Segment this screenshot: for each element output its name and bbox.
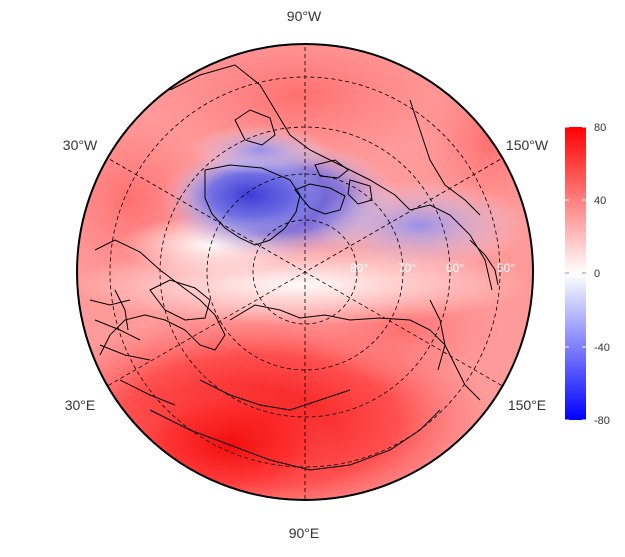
siberia-coast [229, 304, 481, 401]
north-america-coast [169, 64, 493, 291]
meridian-150w-30e [103, 155, 507, 389]
asia-border-1 [199, 379, 351, 411]
coastlines [89, 64, 499, 471]
longitude-label-lower-right: 150°E [508, 397, 546, 413]
longitude-label-lower-left: 30°E [65, 397, 96, 413]
europe-coast [94, 239, 226, 356]
longitude-label-upper-right: 150°W [506, 137, 549, 153]
greenland-outline [204, 164, 301, 246]
longitude-labels: 90°W 90°E 30°W 150°W 30°E 150°E [63, 8, 549, 541]
map-border [76, 43, 534, 501]
colorbar-tick-0: 0 [594, 268, 600, 280]
colorbar: 80 40 0 -40 -80 [565, 122, 610, 427]
latitude-circle-80 [252, 219, 358, 325]
latitude-labels: 80° 70° 60° 50° [350, 261, 515, 275]
colorbar-ramp [565, 127, 586, 420]
latitude-label-70: 70° [398, 261, 416, 275]
graticule [103, 44, 507, 500]
asia-interior [149, 409, 441, 471]
colorbar-ticks [565, 126, 586, 421]
colorbar-tick-neg40: -40 [594, 342, 610, 354]
colorbar-tick-neg80: -80 [594, 415, 610, 427]
latitude-circle-60 [159, 126, 451, 418]
kamchatka-coast [429, 299, 446, 371]
longitude-label-top: 90°W [287, 8, 322, 24]
latitude-label-50: 50° [497, 261, 515, 275]
longitude-label-bottom: 90°E [289, 525, 320, 541]
west-coast [409, 99, 481, 216]
alaska-coast [469, 239, 499, 286]
asia-border-2 [119, 379, 176, 406]
longitude-label-upper-left: 30°W [63, 137, 98, 153]
anomaly-field [77, 44, 533, 500]
colorbar-tick-80: 80 [594, 122, 606, 134]
europe-borders [89, 289, 151, 361]
hudson-bay-coast [234, 109, 276, 146]
latitude-label-60: 60° [446, 261, 464, 275]
scandinavia-outline [149, 279, 211, 321]
colorbar-tick-40: 40 [594, 195, 606, 207]
latitude-circle-70 [206, 173, 404, 371]
latitude-label-80: 80° [350, 261, 368, 275]
